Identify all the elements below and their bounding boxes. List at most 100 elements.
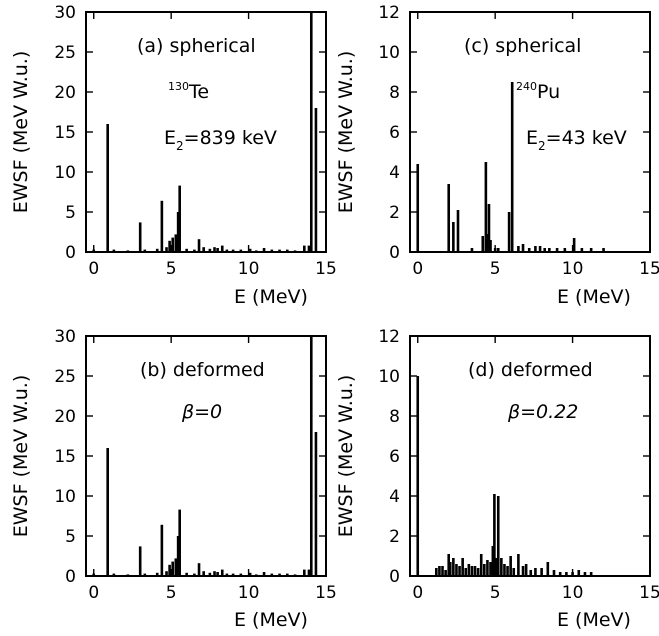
y-tick-label-a-3: 15	[54, 123, 76, 143]
energy-sub-a: 2	[176, 139, 184, 153]
bar-c-1	[447, 184, 451, 252]
x-tick-label-a-0: 0	[88, 259, 99, 279]
y-tick-label-d-3: 6	[389, 447, 400, 467]
bar-a-16	[197, 239, 201, 252]
bar-d-32	[529, 570, 533, 576]
bar-d-0	[416, 376, 420, 576]
x-tick-label-d-3: 15	[639, 583, 659, 603]
x-tick-label-d-0: 0	[412, 583, 423, 603]
x-axis-label-b: E (MeV)	[234, 609, 308, 631]
y-tick-label-c-3: 6	[389, 123, 400, 143]
bar-b-32	[303, 569, 306, 576]
bar-a-11	[174, 234, 178, 252]
x-tick-label-b-2: 10	[238, 583, 260, 603]
bar-b-14	[185, 572, 188, 576]
bar-b-4	[138, 546, 142, 576]
bar-d-41	[583, 572, 587, 576]
bar-a-15	[193, 249, 196, 252]
bar-b-7	[160, 524, 164, 576]
bar-a-4	[138, 222, 142, 252]
bar-b-1	[106, 448, 109, 576]
bar-d-16	[479, 554, 483, 576]
bars-b	[92, 336, 318, 576]
energy-label-c: E2=43 keV	[526, 127, 627, 153]
bar-c-9	[489, 240, 492, 252]
bar-b-30	[285, 573, 289, 576]
bar-b-26	[255, 574, 258, 576]
bar-d-17	[483, 564, 486, 576]
beta-label-d: β=0.22	[507, 401, 578, 423]
bar-b-31	[293, 574, 297, 576]
ticks-c: 0 5 10 15 0 2 4 6 8 10 12	[378, 3, 659, 279]
bar-c-7	[486, 234, 489, 252]
y-tick-label-b-0: 0	[65, 567, 76, 587]
bar-c-12	[507, 212, 511, 252]
x-tick-label-c-2: 10	[562, 259, 584, 279]
ticks-b: 0 5 10 15 0 5 10 15 20 25 30	[54, 327, 336, 603]
bar-a-32	[303, 245, 306, 252]
bar-b-19	[213, 571, 216, 576]
bar-c-15	[521, 244, 525, 252]
bar-d-13	[470, 566, 474, 576]
bar-c-16	[527, 248, 531, 252]
bar-c-5	[481, 236, 485, 252]
bar-b-34	[309, 336, 313, 576]
x-tick-label-a-2: 10	[238, 259, 260, 279]
y-axis-label-c: EWSF (MeV W.u.)	[335, 51, 357, 214]
bar-d-14	[473, 566, 477, 576]
bar-d-23	[496, 496, 500, 576]
bar-b-13	[178, 509, 181, 576]
bar-c-11	[496, 248, 500, 252]
bar-a-35	[314, 108, 318, 252]
bar-a-27	[262, 248, 266, 252]
nucleus-symbol-a: Te	[188, 81, 209, 103]
bar-d-15	[476, 568, 480, 576]
x-tick-label-b-0: 0	[88, 583, 99, 603]
panel-a: 0 5 10 15 0 5 10 15 20 25 30 (a) spherical 130Te E…	[10, 3, 337, 308]
bar-d-5	[447, 554, 451, 576]
bar-b-15	[193, 573, 196, 576]
bar-d-12	[467, 564, 471, 576]
bar-a-20	[216, 248, 219, 252]
bar-d-38	[565, 572, 568, 576]
ticks-d: 0 5 10 15 0 2 4 6 8 10 12	[378, 327, 659, 603]
energy-sub-c: 2	[538, 139, 546, 153]
bar-b-22	[225, 573, 229, 576]
bar-a-28	[270, 249, 274, 252]
energy-prefix-a: E	[164, 127, 176, 149]
bar-d-27	[509, 556, 512, 576]
bar-d-31	[524, 564, 528, 576]
bar-d-37	[558, 572, 562, 576]
bar-d-21	[493, 494, 496, 576]
bar-d-4	[444, 570, 447, 576]
bar-a-21	[220, 245, 224, 252]
bar-c-21	[555, 248, 559, 252]
bars-c	[416, 82, 605, 252]
bar-c-24	[580, 248, 584, 252]
bar-a-3	[126, 250, 130, 252]
y-tick-label-a-1: 5	[65, 203, 76, 223]
bar-a-5	[143, 249, 147, 252]
bar-d-35	[546, 562, 550, 576]
bar-a-10	[171, 237, 175, 252]
bar-b-11	[174, 558, 178, 576]
bar-d-36	[552, 570, 556, 576]
bar-a-6	[155, 248, 159, 252]
bar-d-25	[503, 564, 506, 576]
x-tick-label-a-3: 15	[315, 259, 337, 279]
y-tick-label-c-2: 4	[389, 163, 400, 183]
bar-b-29	[278, 573, 281, 576]
bar-d-33	[534, 568, 537, 576]
bar-d-24	[500, 558, 503, 576]
x-tick-label-d-1: 5	[490, 583, 501, 603]
x-tick-label-b-1: 5	[166, 583, 177, 603]
y-axis-label-b: EWSF (MeV W.u.)	[10, 375, 32, 538]
bar-c-18	[538, 246, 542, 252]
bar-a-31	[293, 250, 297, 252]
bar-d-2	[438, 566, 441, 576]
bar-c-0	[416, 164, 420, 252]
bar-b-25	[248, 572, 252, 576]
bar-d-7	[452, 558, 455, 576]
bar-a-1	[106, 124, 109, 252]
